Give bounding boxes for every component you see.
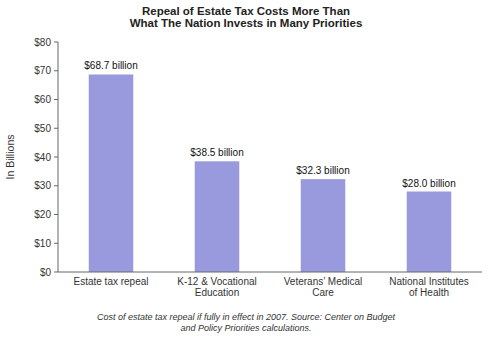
data-label: $32.3 billion (296, 165, 349, 176)
y-tick-label: $10 (34, 238, 51, 249)
data-label: $68.7 billion (84, 60, 137, 71)
data-label: $38.5 billion (190, 147, 243, 158)
chart: Repeal of Estate Tax Costs More ThanWhat… (0, 0, 492, 341)
bar (407, 192, 452, 273)
y-tick-label: $80 (34, 37, 51, 48)
y-tick-label: $30 (34, 180, 51, 191)
y-tick (54, 214, 58, 215)
text-line: Cost of estate tax repeal if fully in ef… (97, 312, 396, 322)
y-tick-label: $20 (34, 209, 51, 220)
y-tick (54, 128, 58, 129)
y-axis-label: In Billions (4, 135, 16, 180)
bar (301, 179, 346, 272)
text-line: Veterans’ Medical (284, 276, 363, 287)
bar (195, 161, 240, 272)
text-line: What The Nation Invests in Many Prioriti… (130, 17, 363, 29)
footnote: Cost of estate tax repeal if fully in ef… (97, 312, 396, 333)
y-tick (54, 243, 58, 244)
x-tick-label: Veterans’ MedicalCare (284, 276, 363, 298)
text-line: National Institutes (389, 276, 469, 287)
data-labels: $68.7 billion $38.5 billion $32.3 billion $… (84, 60, 455, 188)
axes: $0 $10 $20 $30 $40 $50 $60 $70 $80 Estate tax rep… (34, 37, 482, 299)
bars (89, 74, 452, 272)
text-line: Care (312, 287, 334, 298)
text-line: Repeal of Estate Tax Costs More Than (142, 5, 350, 17)
y-tick (54, 157, 58, 158)
text-line: Estate tax repeal (73, 276, 148, 287)
data-label: $28.0 billion (402, 178, 455, 189)
y-tick (54, 185, 58, 186)
y-tick-label: $0 (40, 267, 52, 278)
y-tick-label: $50 (34, 123, 51, 134)
bar (89, 74, 134, 272)
x-tick-label: National Institutesof Health (389, 276, 469, 298)
y-tick (54, 42, 58, 43)
y-tick-label: $70 (34, 65, 51, 76)
text-line: K-12 & Vocational (177, 276, 257, 287)
y-tick-label: $40 (34, 152, 51, 163)
x-axis-line (58, 272, 482, 273)
y-tick (54, 272, 58, 273)
y-tick (54, 70, 58, 71)
x-tick-label: Estate tax repeal (73, 276, 148, 287)
y-tick-label: $60 (34, 94, 51, 105)
title: Repeal of Estate Tax Costs More ThanWhat… (130, 5, 363, 29)
x-tick-label: K-12 & VocationalEducation (177, 276, 257, 298)
text-line: Education (195, 287, 239, 298)
y-tick (54, 99, 58, 100)
text-line: of Health (409, 287, 449, 298)
text-line: and Policy Priorities calculations. (180, 323, 311, 333)
